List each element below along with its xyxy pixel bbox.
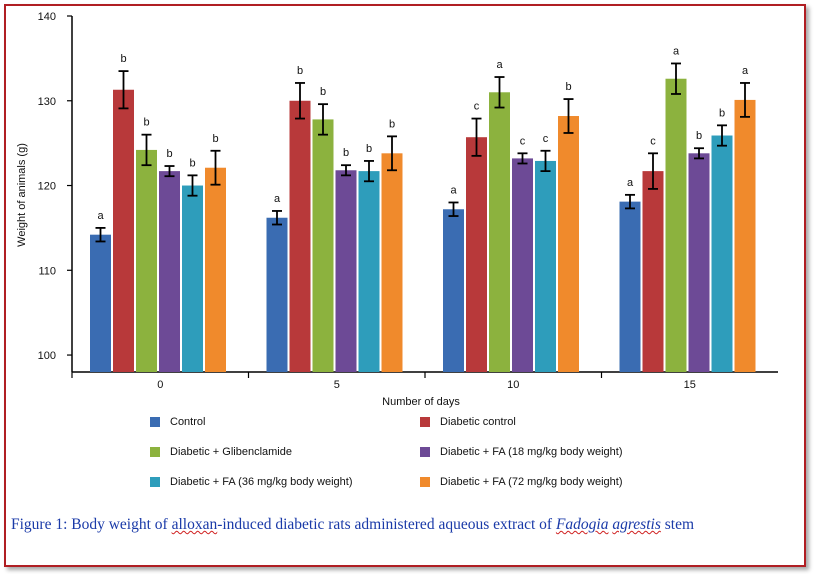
legend-item: Control [150,416,205,428]
caption-alloxan: alloxan [171,516,218,533]
x-tick-label: 10 [507,379,519,391]
bar [535,160,556,372]
significance-letter: b [212,133,218,145]
significance-letter: a [673,45,680,57]
y-tick-label: 100 [38,350,56,362]
y-tick-label: 130 [38,96,56,108]
significance-letter: a [274,193,281,205]
chart-significance-letters: a b b b b b a b b b b b a c a c c b a c a b b a [97,45,749,221]
significance-letter: b [719,107,725,119]
legend-swatch [420,447,430,457]
y-tick-label: 110 [38,265,56,277]
bar [619,201,641,372]
bar [466,137,487,372]
significance-letter: b [320,86,326,98]
caption-middle: -induced diabetic rats administered aque… [217,516,556,533]
bar [159,171,180,372]
bar [489,92,510,373]
bar [443,209,464,372]
legend-swatch [150,417,160,427]
significance-letter: a [496,59,503,71]
x-axis-label: Number of days [382,396,460,408]
caption-prefix: Figure 1: Body weight of [11,516,172,533]
caption-species-genus: Fadogia [555,516,609,533]
bar [358,171,380,372]
caption-species-epithet: agrestis [612,516,661,533]
significance-letter: a [450,184,457,196]
significance-letter: b [189,157,195,169]
legend-label: Diabetic control [440,416,516,428]
significance-letter: b [389,118,395,130]
significance-letter: b [696,130,702,142]
bar [289,100,311,372]
x-tick-label: 0 [157,379,163,391]
legend-label: Diabetic + FA (72 mg/kg body weight) [440,476,623,488]
legend-label: Diabetic + Glibenclamide [170,446,292,458]
legend-item: Diabetic + FA (18 mg/kg body weight) [420,446,623,458]
legend-label: Diabetic + FA (18 mg/kg body weight) [440,446,623,458]
bar-chart: 100 110 120 130 140 0 5 10 15 a b b b b b a b b b b b a c a c c b… [16,11,778,408]
legend-swatch [420,477,430,487]
significance-letter: b [366,143,372,155]
bar [642,171,664,372]
bar [558,116,579,373]
legend-item: Diabetic + FA (72 mg/kg body weight) [420,476,623,488]
legend-swatch [150,447,160,457]
legend-item: Diabetic + FA (36 mg/kg body weight) [150,476,353,488]
bar [335,170,357,372]
bar [734,99,756,373]
y-tick-label: 120 [38,181,56,193]
bar [90,234,111,372]
bar [381,153,403,372]
significance-letter: c [543,133,549,145]
legend-label: Control [170,416,206,428]
chart-error-bars [95,62,750,243]
significance-letter: a [627,177,634,189]
chart-legend: Control Diabetic control Diabetic + Gliben… [150,416,710,506]
bar [266,217,288,372]
significance-letter: c [650,135,656,147]
legend-item: Diabetic + Glibenclamide [150,446,292,458]
legend-label: Diabetic + FA (36 mg/kg body weight) [170,476,353,488]
significance-letter: b [343,147,349,159]
significance-letter: b [166,148,172,160]
caption-suffix: stem [660,516,695,533]
bar [136,149,157,372]
legend-swatch [150,477,160,487]
bar [512,158,533,372]
y-tick-label: 140 [38,11,56,23]
y-axis-label: Weight of animals (g) [16,143,28,247]
legend-swatch [420,417,430,427]
chart-bars [90,78,756,373]
significance-letter: b [297,65,303,77]
x-tick-label: 15 [684,379,696,391]
bar [182,185,203,372]
bar [312,119,334,373]
legend-item: Diabetic control [420,416,516,428]
bar [688,153,710,372]
figure-caption: Figure 1: Body weight of alloxan-induced… [11,515,801,535]
significance-letter: c [474,101,480,113]
significance-letter: b [120,53,126,65]
significance-letter: b [143,117,149,129]
bar [113,89,134,372]
bar [205,167,226,372]
bar [711,135,733,372]
significance-letter: a [97,210,104,222]
bar [665,78,687,372]
significance-letter: b [565,81,571,93]
significance-letter: a [742,65,749,77]
x-tick-label: 5 [334,379,340,391]
significance-letter: c [520,135,526,147]
